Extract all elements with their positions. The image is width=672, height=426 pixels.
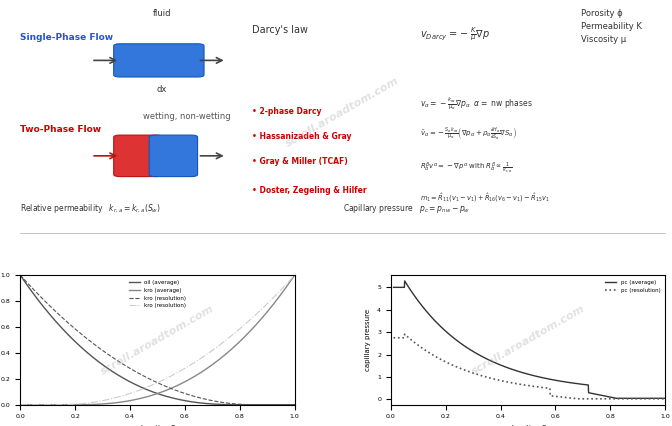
Line: kro (average): kro (average) <box>20 275 295 405</box>
Line: kro (resolution): kro (resolution) <box>20 275 295 405</box>
pc (average) <box>417 303 425 308</box>
Text: Capillary pressure   $p_c = p_{nw} - p_w$: Capillary pressure $p_c = p_{nw} - p_w$ <box>343 202 470 215</box>
kro (average) <box>165 387 173 392</box>
kro (resolution) <box>241 402 249 407</box>
pc (resolution) <box>390 335 398 340</box>
pc (resolution) <box>509 380 517 386</box>
Text: $v_\alpha = -\frac{k_{r\alpha}}{\mu_\alpha}\nabla p_\alpha$  $\alpha=$ nw phases: $v_\alpha = -\frac{k_{r\alpha}}{\mu_\alp… <box>420 96 533 112</box>
kro (resolution) <box>146 383 155 389</box>
FancyBboxPatch shape <box>149 135 198 177</box>
Text: Porosity ϕ
Permeability K
Viscosity μ: Porosity ϕ Permeability K Viscosity μ <box>581 9 642 44</box>
kro (average) <box>146 393 155 398</box>
X-axis label: saturation Sw: saturation Sw <box>504 425 552 426</box>
pc (resolution) <box>577 396 585 401</box>
kro (resolution) <box>250 402 258 407</box>
kro (resolution) <box>165 385 173 390</box>
Text: $v_{Darcy} = -\frac{K}{\mu}\nabla p$: $v_{Darcy} = -\frac{K}{\mu}\nabla p$ <box>420 25 490 43</box>
Y-axis label: capillary pressure: capillary pressure <box>366 309 372 371</box>
kro (resolution) <box>148 378 156 383</box>
kro (resolution) <box>179 366 187 371</box>
pc (average) <box>509 367 517 372</box>
Text: Single-Phase Flow: Single-Phase Flow <box>20 33 114 43</box>
pc (average) <box>500 364 508 369</box>
kro (average) <box>148 393 156 398</box>
FancyBboxPatch shape <box>114 44 204 77</box>
kro (average) <box>179 380 187 385</box>
pc (average) <box>607 394 615 400</box>
Line: pc (average): pc (average) <box>394 281 665 398</box>
pc (resolution) <box>607 396 615 401</box>
pc (resolution) <box>602 396 610 401</box>
oil (average) <box>148 389 156 394</box>
pc (average) <box>577 382 585 387</box>
Text: wetting, non-wetting: wetting, non-wetting <box>142 112 230 121</box>
Text: dx: dx <box>157 85 167 94</box>
pc (resolution) <box>401 332 409 337</box>
oil (average) <box>242 402 250 407</box>
oil (average) <box>285 402 293 407</box>
kro (resolution) <box>284 280 292 285</box>
pc (average) <box>601 394 610 399</box>
oil (average) <box>165 394 173 400</box>
oil (average) <box>179 398 187 403</box>
FancyBboxPatch shape <box>114 135 162 177</box>
Legend: oil (average), kro (average), kro (resolution), kro (resolution): oil (average), kro (average), kro (resol… <box>126 278 188 311</box>
pc (resolution) <box>574 396 582 401</box>
oil (average) <box>291 402 299 407</box>
oil (average) <box>236 402 244 407</box>
pc (average) <box>390 285 398 290</box>
Text: $R^\beta_\alpha v^\alpha = -\nabla p^\alpha$ with $R^\beta_\alpha \propto \frac{: $R^\beta_\alpha v^\alpha = -\nabla p^\al… <box>420 160 513 175</box>
Text: Relative permeability   $k_{r,a} = k_{r,a}(S_w)$: Relative permeability $k_{r,a} = k_{r,a}… <box>20 202 161 215</box>
kro (resolution) <box>165 375 173 380</box>
kro (average) <box>241 334 249 339</box>
Text: Darcy's law: Darcy's law <box>253 25 308 35</box>
pc (resolution) <box>661 396 669 401</box>
Text: scroll.aroadtom.com: scroll.aroadtom.com <box>99 303 216 377</box>
pc (average) <box>661 396 669 401</box>
kro (resolution) <box>148 383 156 388</box>
Text: • Doster, Zegeling & Hilfer: • Doster, Zegeling & Hilfer <box>253 186 367 195</box>
Text: scroll.aroadtom.com: scroll.aroadtom.com <box>284 76 401 149</box>
Legend: pc (average), pc (resolution): pc (average), pc (resolution) <box>603 278 663 295</box>
Text: • 2-phase Darcy: • 2-phase Darcy <box>253 107 322 116</box>
oil (average) <box>146 389 155 394</box>
pc (average) <box>612 396 620 401</box>
kro (average) <box>16 402 24 407</box>
pc (average) <box>401 278 409 283</box>
kro (resolution) <box>16 273 24 278</box>
kro (resolution) <box>291 273 299 278</box>
Text: $m_1 = \hat{R}_{11}(v_1-v_1) + \hat{R}_{16}(v_6-v_1) - \hat{R}_{15}v_1$: $m_1 = \hat{R}_{11}(v_1-v_1) + \hat{R}_{… <box>420 191 550 204</box>
Text: Two-Phase Flow: Two-Phase Flow <box>20 125 101 134</box>
Text: • Hassanizadeh & Gray: • Hassanizadeh & Gray <box>253 132 352 141</box>
kro (resolution) <box>241 322 249 327</box>
kro (resolution) <box>146 377 155 382</box>
kro (average) <box>284 282 292 287</box>
kro (resolution) <box>16 402 24 407</box>
kro (resolution) <box>285 402 293 407</box>
Line: kro (resolution): kro (resolution) <box>20 275 295 405</box>
oil (average) <box>16 273 24 278</box>
X-axis label: saturation Sw: saturation Sw <box>133 425 181 426</box>
Text: fluid: fluid <box>153 9 171 17</box>
pc (resolution) <box>417 345 425 350</box>
kro (average) <box>291 273 299 278</box>
Text: • Gray & Miller (TCAF): • Gray & Miller (TCAF) <box>253 157 348 166</box>
Line: pc (resolution): pc (resolution) <box>394 334 665 399</box>
kro (resolution) <box>179 391 187 396</box>
Text: scroll.aroadtom.com: scroll.aroadtom.com <box>470 303 587 377</box>
Line: oil (average): oil (average) <box>20 275 295 405</box>
Text: $\bar{v}_\alpha = -\frac{S_\alpha k_{r\alpha}}{\mu_\alpha}\left(\nabla p_\alpha : $\bar{v}_\alpha = -\frac{S_\alpha k_{r\a… <box>420 125 517 141</box>
kro (resolution) <box>291 402 299 407</box>
pc (resolution) <box>500 379 508 384</box>
